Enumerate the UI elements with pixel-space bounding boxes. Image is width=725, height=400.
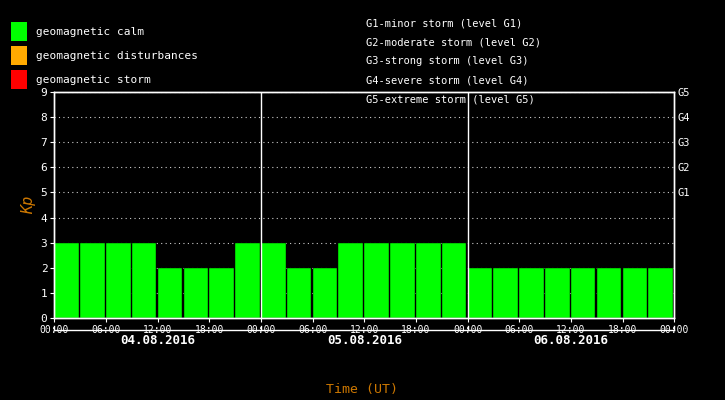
Bar (287, 268, 311, 318)
Text: G2-moderate storm (level G2): G2-moderate storm (level G2) (366, 37, 541, 47)
Text: geomagnetic disturbances: geomagnetic disturbances (36, 51, 197, 61)
Text: geomagnetic storm: geomagnetic storm (36, 74, 150, 85)
Bar (648, 268, 673, 318)
Bar (519, 268, 544, 318)
Bar (468, 268, 492, 318)
Text: G1-minor storm (level G1): G1-minor storm (level G1) (366, 18, 523, 28)
Bar (210, 268, 234, 318)
Bar (183, 268, 208, 318)
Bar (157, 268, 182, 318)
Bar (597, 268, 621, 318)
Bar (571, 268, 595, 318)
Bar (416, 243, 441, 318)
Bar (623, 268, 647, 318)
Text: geomagnetic calm: geomagnetic calm (36, 26, 144, 37)
Bar (442, 243, 466, 318)
Bar (235, 243, 260, 318)
Bar (261, 243, 286, 318)
Bar (494, 268, 518, 318)
Bar (339, 243, 363, 318)
Text: 04.08.2016: 04.08.2016 (120, 334, 195, 347)
Bar (390, 243, 415, 318)
Bar (132, 243, 157, 318)
Bar (80, 243, 104, 318)
Bar (54, 243, 79, 318)
Bar (312, 268, 337, 318)
Text: 05.08.2016: 05.08.2016 (327, 334, 402, 347)
Text: G3-strong storm (level G3): G3-strong storm (level G3) (366, 56, 529, 66)
Bar (364, 243, 389, 318)
Bar (106, 243, 130, 318)
Bar (545, 268, 570, 318)
Text: Time (UT): Time (UT) (326, 383, 399, 396)
Text: G5-extreme storm (level G5): G5-extreme storm (level G5) (366, 95, 535, 105)
Text: G4-severe storm (level G4): G4-severe storm (level G4) (366, 76, 529, 86)
Y-axis label: Kp: Kp (22, 196, 36, 214)
Text: 06.08.2016: 06.08.2016 (534, 334, 608, 347)
